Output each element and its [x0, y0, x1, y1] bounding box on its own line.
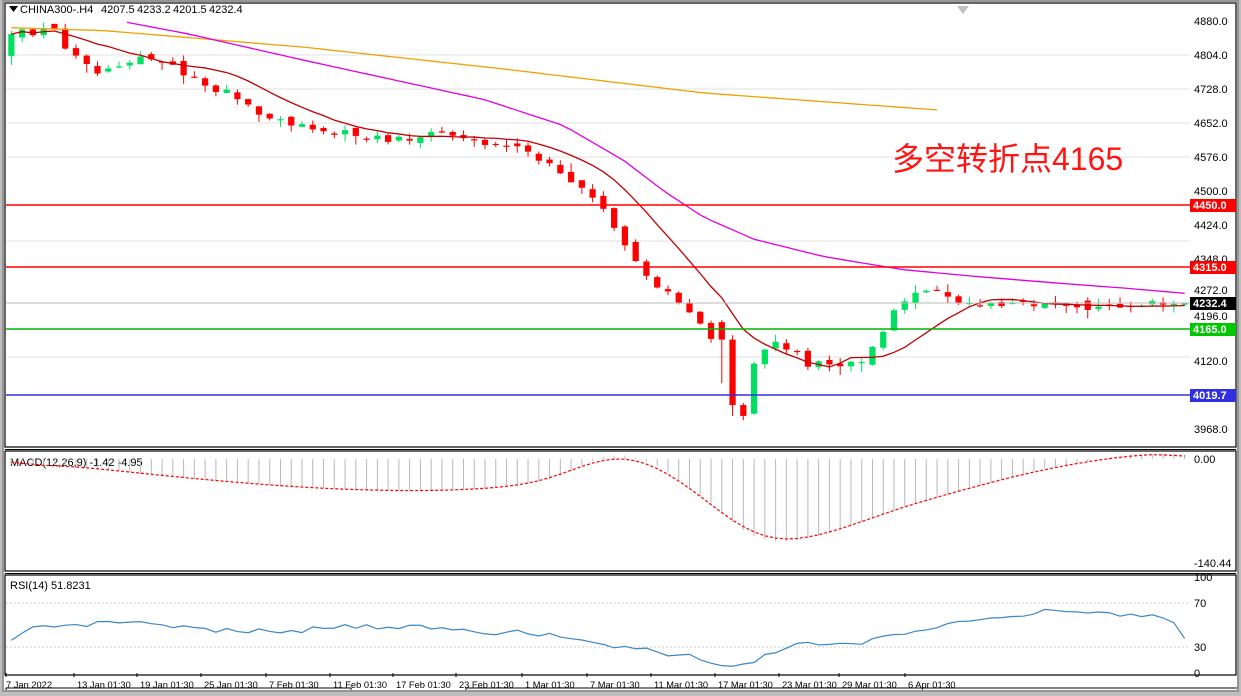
svg-text:4652.0: 4652.0 [1194, 118, 1228, 130]
svg-text:4272.0: 4272.0 [1194, 285, 1228, 297]
svg-text:-140.44: -140.44 [1194, 558, 1231, 570]
svg-text:17 Mar 01:30: 17 Mar 01:30 [718, 680, 773, 690]
svg-text:30: 30 [1194, 642, 1206, 654]
svg-text:13 Jan 01:30: 13 Jan 01:30 [77, 680, 131, 690]
svg-text:29 Mar 01:30: 29 Mar 01:30 [842, 680, 897, 690]
svg-text:11 Mar 01:30: 11 Mar 01:30 [654, 680, 708, 690]
svg-text:70: 70 [1194, 598, 1206, 610]
svg-text:4165.0: 4165.0 [1193, 324, 1227, 336]
svg-text:CHINA300-.H4: CHINA300-.H4 [20, 4, 93, 16]
svg-text:4232.4: 4232.4 [209, 4, 243, 16]
svg-text:3968.0: 3968.0 [1194, 424, 1228, 436]
svg-text:4424.0: 4424.0 [1194, 220, 1228, 232]
svg-text:7 Jan 2022: 7 Jan 2022 [6, 680, 52, 690]
svg-text:17 Feb 01:30: 17 Feb 01:30 [396, 680, 451, 690]
svg-text:4019.7: 4019.7 [1193, 390, 1227, 402]
svg-text:4232.4: 4232.4 [1193, 298, 1228, 310]
svg-text:6 Apr 01:30: 6 Apr 01:30 [908, 680, 956, 690]
svg-text:4450.0: 4450.0 [1193, 200, 1227, 212]
svg-text:4728.0: 4728.0 [1194, 84, 1228, 96]
svg-text:23 Mar 01:30: 23 Mar 01:30 [782, 680, 837, 690]
svg-text:100: 100 [1194, 572, 1212, 584]
svg-text:11 Feb 01:30: 11 Feb 01:30 [333, 680, 387, 690]
svg-text:23 Feb 01:30: 23 Feb 01:30 [459, 680, 514, 690]
svg-text:4804.0: 4804.0 [1194, 50, 1228, 62]
svg-text:4315.0: 4315.0 [1193, 262, 1227, 274]
svg-text:RSI(14) 51.8231: RSI(14) 51.8231 [10, 580, 91, 592]
svg-text:0.00: 0.00 [1194, 454, 1215, 466]
svg-text:19 Jan 01:30: 19 Jan 01:30 [140, 680, 194, 690]
svg-text:7 Mar 01:30: 7 Mar 01:30 [590, 680, 640, 690]
svg-text:4880.0: 4880.0 [1194, 16, 1228, 28]
svg-text:25 Jan 01:30: 25 Jan 01:30 [204, 680, 258, 690]
svg-text:多空转折点4165: 多空转折点4165 [892, 141, 1123, 177]
svg-text:4207.5: 4207.5 [101, 4, 135, 16]
svg-text:0: 0 [1194, 668, 1200, 680]
svg-text:4576.0: 4576.0 [1194, 152, 1228, 164]
svg-text:4500.0: 4500.0 [1194, 186, 1228, 198]
svg-text:1 Mar 01:30: 1 Mar 01:30 [525, 680, 575, 690]
svg-text:4201.5: 4201.5 [173, 4, 207, 16]
svg-text:4233.2: 4233.2 [137, 4, 171, 16]
svg-text:7 Feb 01:30: 7 Feb 01:30 [269, 680, 319, 690]
svg-text:4196.0: 4196.0 [1194, 311, 1228, 323]
svg-text:4120.0: 4120.0 [1194, 356, 1228, 368]
